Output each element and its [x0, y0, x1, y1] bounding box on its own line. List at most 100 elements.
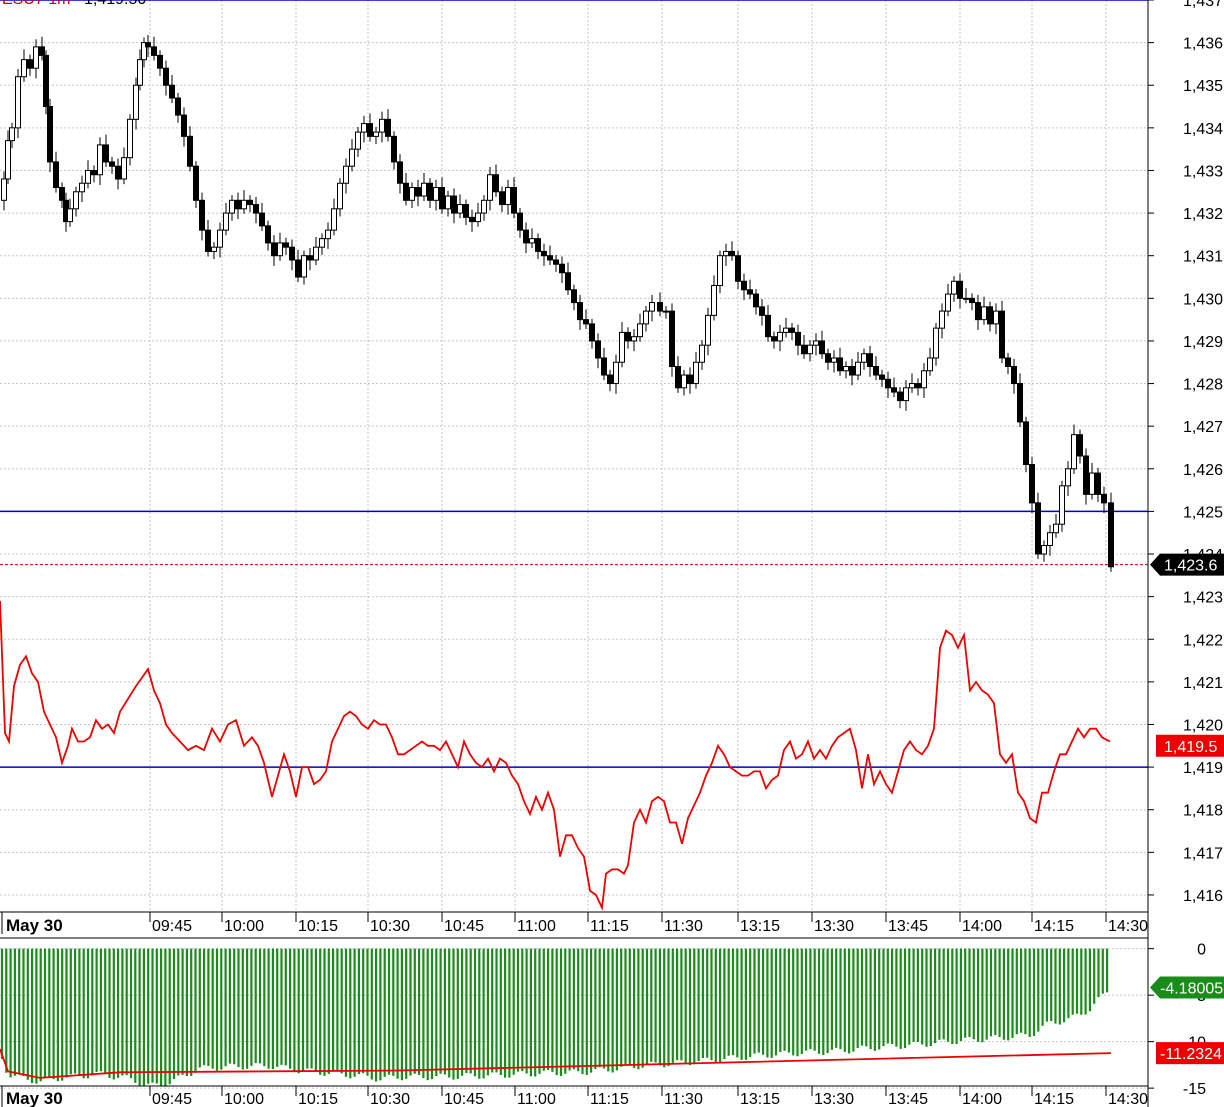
time-axis-label: 13:15	[740, 1091, 780, 1107]
candle-up	[813, 340, 819, 346]
candle-up	[939, 310, 945, 329]
candle-up	[1089, 472, 1095, 495]
candle-down	[39, 46, 45, 56]
candle-down	[43, 54, 49, 108]
candle-up	[487, 174, 493, 201]
symbol-value: 1,419.50	[84, 0, 146, 8]
candle-up	[97, 144, 103, 176]
candle-down	[1017, 383, 1023, 423]
candle-down	[867, 353, 873, 368]
candle-down	[741, 280, 747, 291]
candle-up	[505, 187, 511, 206]
candle-up	[457, 204, 463, 214]
candle-down	[109, 161, 115, 167]
candle-up	[945, 293, 951, 312]
candle-up	[993, 310, 999, 325]
candle-up	[613, 361, 619, 385]
indicator-axis-label: 0	[1197, 942, 1206, 959]
indicator-axis-label: -15	[1183, 1081, 1206, 1098]
time-axis-label: 10:30	[370, 1091, 410, 1107]
price-level-lines	[0, 0, 1148, 768]
candle-up	[73, 191, 79, 210]
candle-down	[47, 106, 53, 163]
candle-up	[277, 242, 283, 257]
candle-down	[915, 383, 921, 389]
price-tag-box	[1156, 734, 1224, 757]
time-axis-label: 13:30	[814, 1091, 854, 1107]
candle-up	[5, 140, 11, 180]
candle-down	[535, 238, 541, 252]
time-axis-label: 11:15	[590, 918, 629, 935]
candle-down	[735, 255, 741, 282]
candle-down	[193, 165, 199, 201]
candle-down	[289, 246, 295, 261]
price-axis-label: 1,431	[1183, 249, 1223, 266]
candle-up	[325, 229, 331, 240]
candle-down	[547, 255, 553, 261]
time-axis-label: 13:45	[888, 1091, 928, 1107]
candle-down	[397, 161, 403, 184]
candle-down	[825, 353, 831, 363]
candle-down	[91, 169, 97, 176]
candle-down	[801, 344, 807, 355]
candle-down	[885, 378, 891, 389]
price-axis-label: 1,427	[1183, 419, 1223, 436]
overlay-line	[0, 600, 1111, 911]
time-axis-label: 10:00	[224, 1091, 264, 1107]
price-axis-label: 1,429	[1183, 334, 1223, 351]
candle-down	[53, 161, 59, 189]
candle-up	[379, 118, 385, 133]
candle-down	[553, 259, 559, 265]
candle-down	[493, 174, 499, 193]
candle-down	[511, 187, 517, 214]
candle-down	[571, 289, 577, 304]
time-axis-label: 10:00	[224, 918, 264, 935]
candle-down	[463, 204, 469, 218]
time-axis-label: 10:15	[298, 918, 338, 935]
candle-up	[409, 187, 415, 201]
candle-up	[711, 285, 717, 316]
candle-down	[157, 54, 163, 69]
candle-down	[415, 187, 421, 197]
candle-down	[439, 187, 445, 210]
time-axis-label: 14:00	[962, 1091, 1002, 1107]
time-axis-label: 14:15	[1034, 918, 1074, 935]
price-axis-label: 1,416	[1183, 888, 1223, 905]
candle-up	[223, 212, 229, 231]
candle-down	[559, 263, 565, 274]
candle-down	[265, 225, 271, 244]
candle-down	[283, 242, 289, 248]
candle-down	[1101, 493, 1107, 504]
candle-down	[1083, 455, 1089, 495]
candle-up	[831, 357, 837, 363]
price-grid	[0, 0, 1148, 912]
candle-down	[247, 199, 253, 206]
symbol-header: ESU7 1m 1,419.50	[2, 0, 146, 8]
candle-down	[469, 216, 475, 223]
candle-up	[229, 199, 235, 214]
candle-up	[699, 344, 705, 363]
candle-down	[625, 331, 631, 342]
candle-up	[475, 212, 481, 223]
candle-down	[1035, 502, 1041, 555]
time-axis-label: 14:00	[962, 918, 1002, 935]
time-axis-label: 13:30	[814, 918, 854, 935]
candle-up	[337, 182, 343, 210]
candle-down	[849, 366, 855, 376]
candle-down	[523, 229, 529, 244]
candle-down	[795, 331, 801, 346]
time-axis-label: 11:00	[517, 1091, 556, 1107]
candle-up	[1065, 468, 1071, 487]
candle-down	[729, 250, 735, 257]
candle-down	[753, 293, 759, 308]
candle-up	[637, 323, 643, 338]
candle-up	[481, 199, 487, 214]
price-axis-label: 1,417	[1183, 845, 1223, 862]
candle-up	[705, 314, 711, 346]
indicator-tag-label: -4.18005	[1160, 981, 1223, 998]
candle-down	[879, 374, 885, 380]
candle-down	[897, 391, 903, 402]
price-axis-label: 1,419	[1183, 760, 1223, 777]
candle-up	[1047, 532, 1053, 546]
